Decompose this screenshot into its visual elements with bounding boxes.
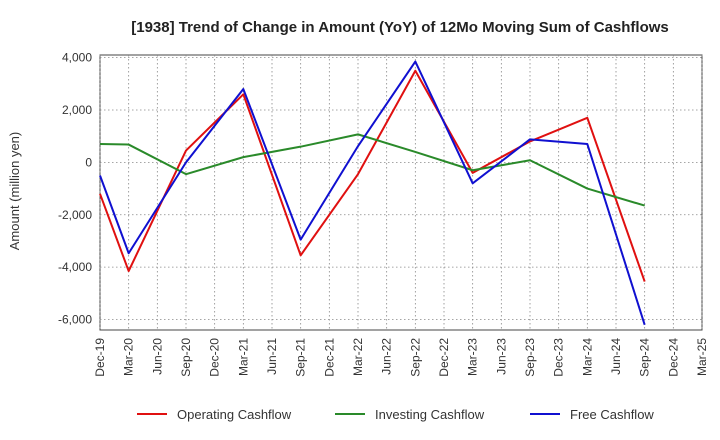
x-tick-label: Dec-22 bbox=[437, 338, 451, 377]
legend: Operating Cashflow Investing Cashflow Free… bbox=[137, 407, 654, 422]
x-tick-label: Dec-24 bbox=[666, 338, 680, 377]
y-tick-label: 4,000 bbox=[62, 51, 92, 65]
x-tick-label: Sep-22 bbox=[408, 338, 422, 377]
legend-label-investing-cashflow: Investing Cashflow bbox=[375, 407, 485, 422]
grid-lines bbox=[99, 55, 703, 330]
x-tick-label: Jun-22 bbox=[380, 338, 394, 375]
x-tick-label: Dec-19 bbox=[93, 338, 107, 377]
x-tick-label: Dec-20 bbox=[208, 338, 222, 377]
x-tick-label: Dec-23 bbox=[552, 338, 566, 377]
legend-label-operating-cashflow: Operating Cashflow bbox=[177, 407, 292, 422]
x-tick-label: Mar-22 bbox=[351, 338, 365, 376]
x-tick-label: Mar-24 bbox=[580, 338, 594, 376]
y-tick-label: -4,000 bbox=[58, 260, 92, 274]
x-tick-label: Jun-24 bbox=[609, 338, 623, 375]
y-axis-label: Amount (million yen) bbox=[7, 132, 22, 251]
x-tick-label: Jun-23 bbox=[494, 338, 508, 375]
y-tick-label: 2,000 bbox=[62, 103, 92, 117]
series-line-free-cashflow bbox=[99, 60, 646, 326]
chart-title: [1938] Trend of Change in Amount (YoY) o… bbox=[131, 19, 669, 36]
x-tick-label: Mar-25 bbox=[695, 338, 709, 376]
y-axis-ticks: 4,000 2,000 0 -2,000 -4,000 -6,000 bbox=[58, 51, 92, 327]
series-lines bbox=[99, 60, 646, 326]
x-tick-label: Sep-23 bbox=[523, 338, 537, 377]
x-tick-label: Jun-21 bbox=[265, 338, 279, 375]
series-line-operating-cashflow bbox=[99, 69, 646, 282]
x-tick-label: Sep-20 bbox=[179, 338, 193, 377]
y-tick-label: -6,000 bbox=[58, 313, 92, 327]
x-tick-label: Sep-24 bbox=[638, 338, 652, 377]
x-tick-label: Dec-21 bbox=[322, 338, 336, 377]
y-tick-label: 0 bbox=[85, 155, 92, 169]
x-tick-label: Mar-21 bbox=[236, 338, 250, 376]
x-axis-ticks: Dec-19 Mar-20 Jun-20 Sep-20 Dec-20 Mar-21 Jun-… bbox=[93, 338, 709, 377]
x-tick-label: Jun-20 bbox=[150, 338, 164, 375]
x-tick-label: Mar-23 bbox=[466, 338, 480, 376]
y-tick-label: -2,000 bbox=[58, 208, 92, 222]
x-tick-label: Mar-20 bbox=[122, 338, 136, 376]
series-line-investing-cashflow bbox=[99, 133, 645, 207]
x-tick-label: Sep-21 bbox=[294, 338, 308, 377]
legend-label-free-cashflow: Free Cashflow bbox=[570, 407, 654, 422]
